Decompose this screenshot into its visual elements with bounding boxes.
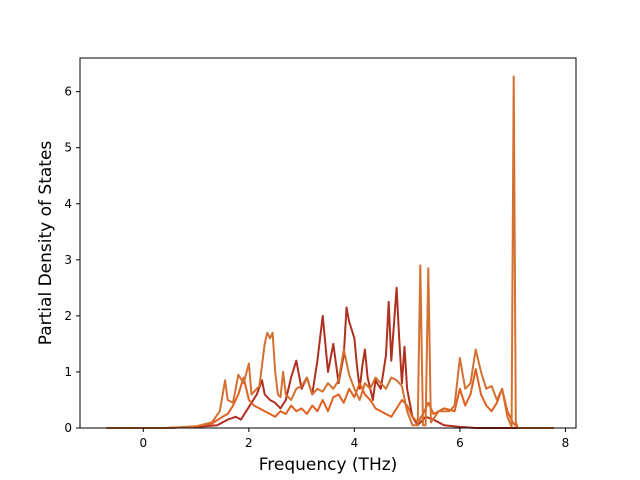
y-tick-label: 0 bbox=[64, 421, 72, 435]
y-ticks: 0 1 2 3 4 5 6 bbox=[64, 85, 80, 435]
y-tick-label: 1 bbox=[64, 365, 72, 379]
y-tick-label: 5 bbox=[64, 141, 72, 155]
series-line-1 bbox=[106, 286, 554, 429]
x-tick-label: 6 bbox=[456, 436, 464, 450]
x-tick-label: 2 bbox=[245, 436, 253, 450]
x-tick-label: 8 bbox=[562, 436, 570, 450]
y-tick-label: 6 bbox=[64, 85, 72, 99]
x-axis-label: Frequency (THz) bbox=[259, 455, 398, 475]
x-tick-label: 0 bbox=[139, 436, 147, 450]
y-tick-label: 2 bbox=[64, 309, 72, 323]
series-line-3 bbox=[106, 75, 554, 429]
y-tick-label: 3 bbox=[64, 253, 72, 267]
series-line-2 bbox=[106, 368, 554, 429]
y-tick-label: 4 bbox=[64, 197, 72, 211]
x-ticks: 0 2 4 6 8 bbox=[139, 428, 569, 450]
series-layer bbox=[106, 75, 554, 429]
plot-frame bbox=[79, 57, 577, 429]
x-tick-label: 4 bbox=[351, 436, 359, 450]
y-axis-label: Partial Density of States bbox=[36, 141, 56, 346]
